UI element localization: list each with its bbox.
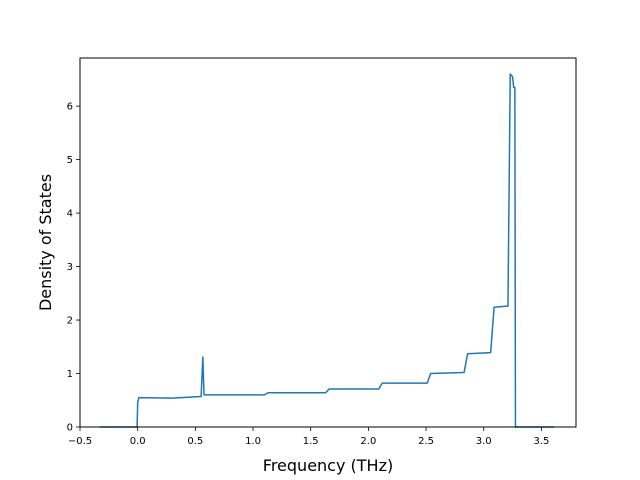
x-tick-label: 1.0 — [245, 436, 261, 447]
y-tick-label: 2 — [67, 316, 73, 327]
x-tick-label: 3.5 — [533, 436, 549, 447]
series-line-0 — [99, 73, 555, 428]
y-tick-label: 1 — [67, 369, 73, 380]
plot-area — [99, 73, 555, 428]
x-tick-label: 2.5 — [418, 436, 434, 447]
y-tick-label: 6 — [67, 102, 73, 113]
x-tick-label: 2.0 — [360, 436, 376, 447]
x-axis-ticks: −0.5 0.0 0.5 1.0 1.5 2.0 2.5 3.0 3.5 — [68, 427, 549, 447]
y-axis-label: Density of States — [36, 174, 55, 311]
x-tick-label: 3.0 — [476, 436, 492, 447]
y-tick-label: 3 — [67, 262, 73, 273]
x-tick-label: −0.5 — [68, 436, 92, 447]
axes-frame — [79, 57, 577, 428]
x-tick-label: 1.5 — [303, 436, 319, 447]
y-tick-label: 4 — [67, 209, 73, 220]
x-tick-label: 0.0 — [130, 436, 146, 447]
x-tick-label: 0.5 — [187, 436, 203, 447]
y-axis-ticks: 0 1 2 3 4 5 6 — [67, 102, 80, 434]
y-tick-label: 5 — [67, 155, 73, 166]
y-tick-label: 0 — [67, 423, 73, 434]
x-axis-label: Frequency (THz) — [263, 456, 393, 475]
